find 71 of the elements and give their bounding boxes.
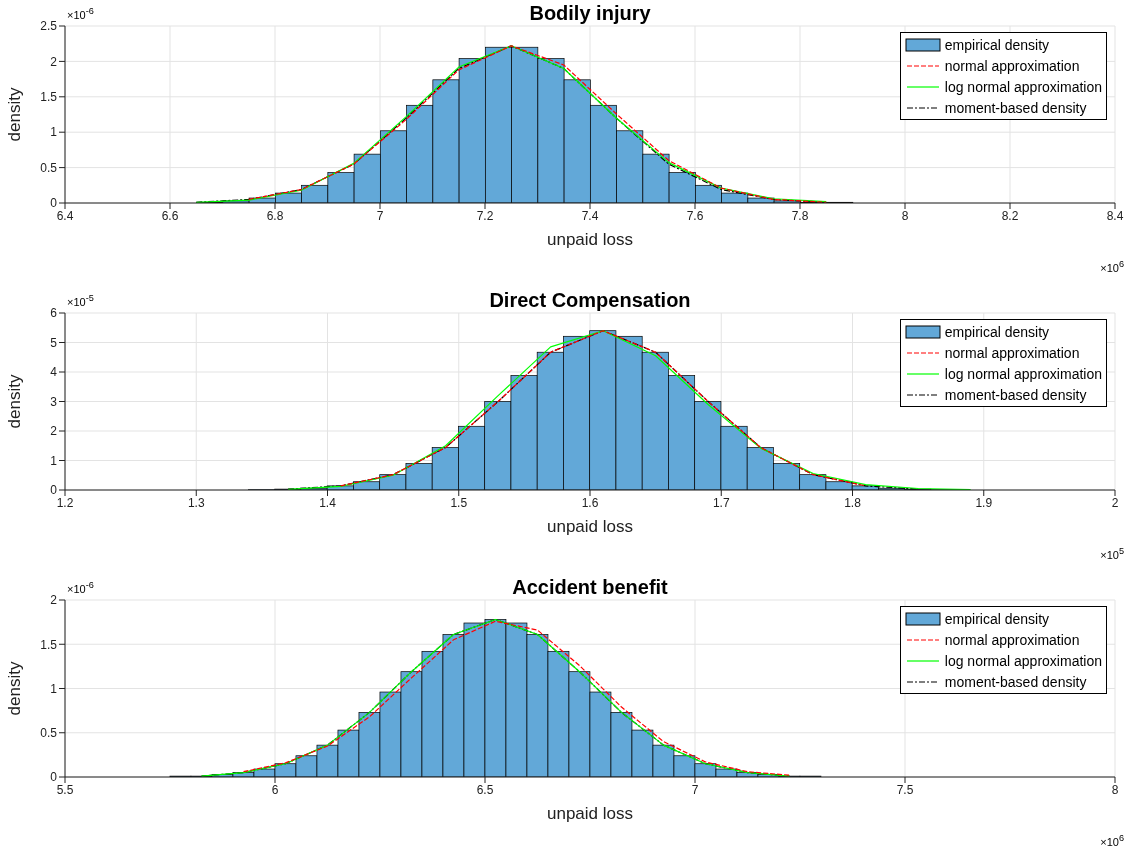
- x-tick-label: 7: [691, 782, 699, 797]
- y-tick-label: 0: [50, 483, 58, 498]
- x-tick-label: 1.6: [581, 495, 599, 510]
- x-axis-title: unpaid loss: [546, 804, 634, 823]
- x-tick-label: 7.5: [896, 782, 914, 797]
- y-axis-title: density: [5, 87, 25, 142]
- y-tick-label: 1.5: [40, 637, 58, 652]
- text: ×10$^{-5}$: [67, 293, 94, 308]
- y-tick-label: 0.5: [40, 160, 58, 175]
- x-tick-label: 8: [901, 208, 909, 223]
- x-tick-label: 7.6: [686, 208, 704, 223]
- legend-label: empirical density: [944, 610, 1050, 627]
- y-tick-label: 0: [50, 196, 58, 211]
- x-tick-label: 8.4: [1106, 208, 1124, 223]
- legend-label: normal approximation: [944, 57, 1080, 74]
- legend-label: moment-based density: [944, 673, 1087, 690]
- legend-label: log normal approximation: [944, 78, 1102, 95]
- legend-label: log normal approximation: [944, 652, 1102, 669]
- x-tick-label: 7.4: [581, 208, 599, 223]
- y-tick-label: 1: [50, 681, 58, 696]
- chart-title: Direct Compensation: [489, 289, 691, 311]
- legend-label: empirical density: [944, 36, 1050, 53]
- x-tick-label: 7.2: [476, 208, 494, 223]
- chart-title: Accident benefit: [512, 576, 668, 598]
- x-tick-label: 7: [376, 208, 384, 223]
- x-tick-label: 2: [1111, 495, 1119, 510]
- x-tick-label: 6.4: [56, 208, 74, 223]
- y-tick-label: 0.5: [40, 726, 58, 741]
- y-axis-title: density: [5, 661, 25, 716]
- x-tick-label: 1.8: [844, 495, 862, 510]
- x-tick-label: 1.2: [56, 495, 74, 510]
- y-tick-label: 2.5: [40, 19, 58, 34]
- y-tick-label: 0: [50, 770, 58, 785]
- text: ×10$^{6}$: [1100, 833, 1124, 848]
- x-axis-title: unpaid loss: [546, 230, 634, 249]
- x-tick-label: 6.5: [476, 782, 494, 797]
- text: ×10$^{-6}$: [67, 580, 94, 595]
- x-tick-label: 6: [271, 782, 279, 797]
- legend-label: empirical density: [944, 323, 1050, 340]
- x-tick-label: 1.4: [319, 495, 337, 510]
- y-tick-label: 1.5: [40, 90, 58, 105]
- x-tick-label: 1.3: [187, 495, 205, 510]
- y-tick-label: 2: [50, 54, 58, 69]
- y-tick-label: 1: [50, 125, 58, 140]
- y-tick-label: 6: [50, 306, 58, 321]
- x-tick-label: 7.8: [791, 208, 809, 223]
- legend-label: normal approximation: [944, 631, 1080, 648]
- y-tick-label: 2: [50, 424, 58, 439]
- y-tick-label: 5: [50, 335, 58, 350]
- text: ×10$^{-6}$: [67, 6, 94, 21]
- chart-title: Bodily injury: [529, 2, 651, 24]
- text: ×10$^{6}$: [1100, 259, 1124, 274]
- legend-label: log normal approximation: [944, 365, 1102, 382]
- x-tick-label: 6.8: [266, 208, 284, 223]
- legend-label: moment-based density: [944, 386, 1087, 403]
- y-tick-label: 3: [50, 394, 58, 409]
- legend-label: normal approximation: [944, 344, 1080, 361]
- y-axis-title: density: [5, 374, 25, 429]
- text: ×10$^{5}$: [1100, 546, 1124, 561]
- y-tick-label: 2: [50, 593, 58, 608]
- y-tick-label: 1: [50, 453, 58, 468]
- x-tick-label: 8: [1111, 782, 1119, 797]
- x-tick-label: 1.9: [975, 495, 993, 510]
- x-tick-label: 5.5: [56, 782, 74, 797]
- legend-label: moment-based density: [944, 99, 1087, 116]
- x-tick-label: 1.5: [450, 495, 468, 510]
- x-tick-label: 8.2: [1001, 208, 1019, 223]
- x-tick-label: 6.6: [161, 208, 179, 223]
- y-tick-label: 4: [50, 365, 58, 380]
- x-tick-label: 1.7: [712, 495, 730, 510]
- x-axis-title: unpaid loss: [546, 517, 634, 536]
